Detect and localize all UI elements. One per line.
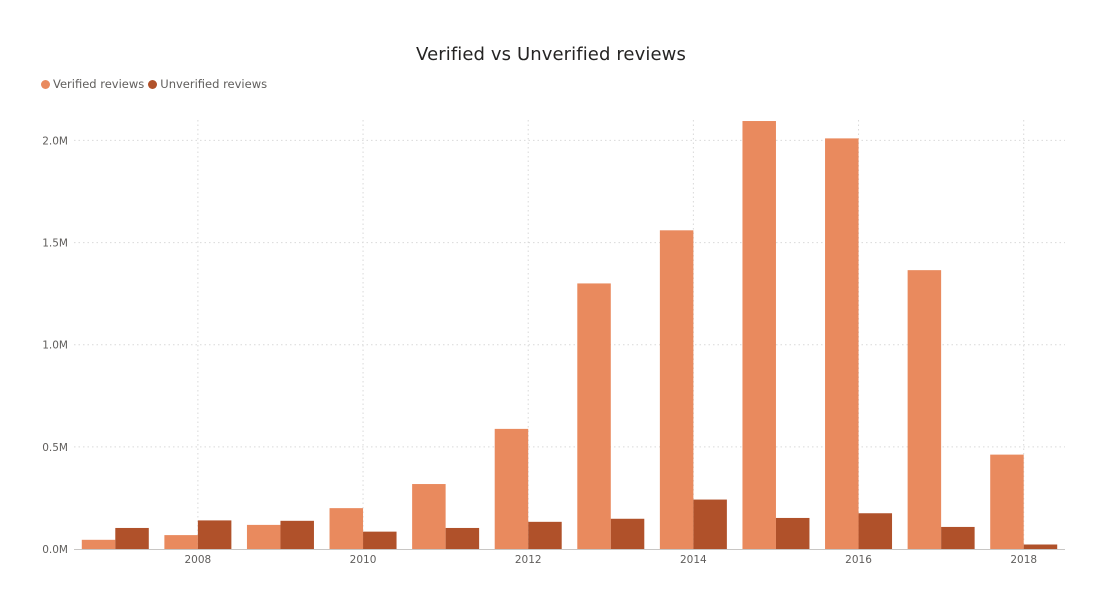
- verified-bar-2007[interactable]: [81, 539, 116, 549]
- verified-bar-2016[interactable]: [825, 138, 859, 549]
- legend-swatch-verified: [41, 79, 50, 89]
- unverified-bar-2011[interactable]: [445, 527, 480, 549]
- chart-legend[interactable]: Verified reviews Unverified reviews: [41, 77, 271, 91]
- unverified-bar-2009[interactable]: [280, 520, 314, 549]
- verified-bar-2018[interactable]: [990, 454, 1024, 549]
- unverified-bar-2014[interactable]: [693, 499, 727, 549]
- verified-bar-2009[interactable]: [246, 524, 281, 549]
- unverified-bar-2012[interactable]: [528, 521, 562, 549]
- verified-bar-2012[interactable]: [494, 428, 529, 549]
- x-tick-label: 2012: [515, 554, 542, 566]
- unverified-bar-2018[interactable]: [1023, 544, 1058, 549]
- x-tick-label: 2016: [845, 554, 872, 566]
- unverified-bar-2015[interactable]: [775, 517, 810, 549]
- y-tick-label: 0.0M: [42, 544, 68, 556]
- legend-item-unverified[interactable]: Unverified reviews: [148, 77, 267, 91]
- legend-label-verified: Verified reviews: [53, 77, 145, 91]
- x-tick-label: 2014: [680, 554, 707, 566]
- unverified-bar-2017[interactable]: [941, 526, 975, 549]
- unverified-bar-2010[interactable]: [363, 531, 397, 549]
- legend-label-unverified: Unverified reviews: [160, 77, 268, 91]
- y-tick-label: 0.5M: [42, 442, 68, 454]
- verified-bar-2013[interactable]: [577, 283, 611, 549]
- unverified-bar-2007[interactable]: [115, 527, 149, 549]
- verified-bar-2014[interactable]: [659, 230, 694, 550]
- x-tick-label: 2018: [1010, 554, 1037, 566]
- verified-bar-2017[interactable]: [907, 270, 942, 549]
- x-tick-label: 2008: [185, 554, 212, 566]
- verified-bar-2010[interactable]: [329, 508, 364, 549]
- legend-swatch-unverified: [148, 79, 158, 89]
- unverified-bar-2013[interactable]: [610, 518, 645, 549]
- y-tick-label: 1.5M: [42, 238, 68, 250]
- x-tick-label: 2010: [350, 554, 377, 566]
- y-tick-label: 1.0M: [42, 340, 68, 352]
- verified-bar-2011[interactable]: [412, 484, 446, 549]
- unverified-bar-2016[interactable]: [858, 513, 893, 549]
- y-tick-label: 2.0M: [42, 135, 68, 147]
- verified-bar-2008[interactable]: [164, 535, 198, 549]
- legend-item-verified[interactable]: Verified reviews: [41, 77, 144, 91]
- unverified-bar-2008[interactable]: [197, 520, 232, 549]
- chart-title: Verified vs Unverified reviews: [416, 44, 686, 65]
- verified-bar-2015[interactable]: [742, 121, 776, 550]
